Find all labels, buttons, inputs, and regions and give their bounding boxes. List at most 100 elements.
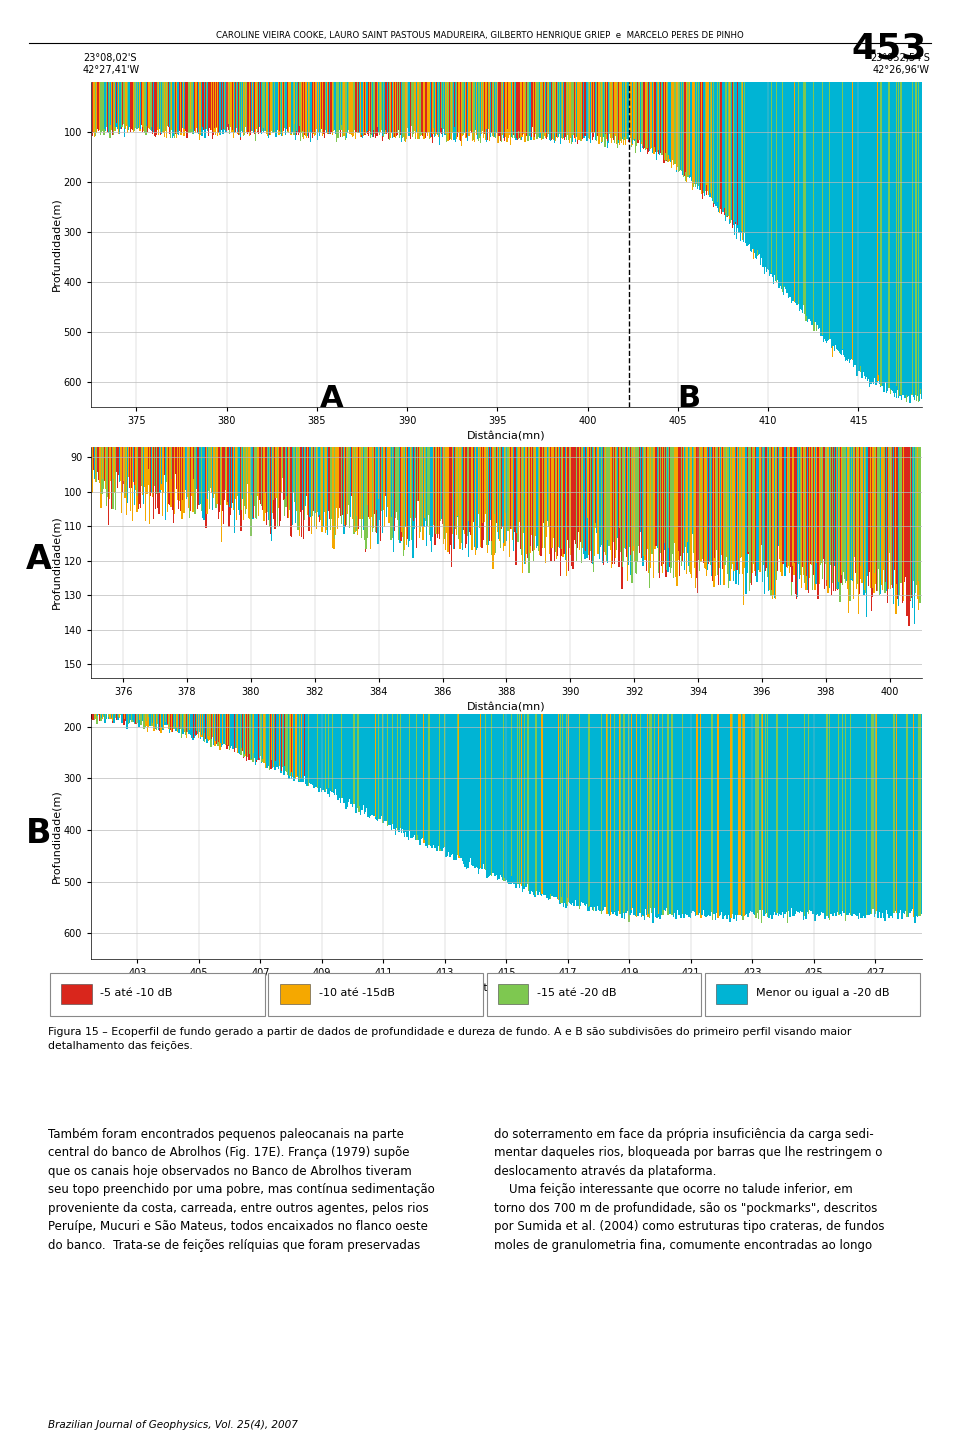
Bar <box>133 82 134 131</box>
Bar <box>250 82 252 136</box>
Bar <box>895 623 896 911</box>
Bar <box>534 82 535 140</box>
Bar <box>816 147 818 562</box>
Bar <box>834 147 836 591</box>
Bar <box>605 82 606 147</box>
Bar <box>162 623 163 730</box>
Text: CAROLINE VIEIRA COOKE, LAURO SAINT PASTOUS MADUREIRA, GILBERTO HENRIQUE GRIEP  e: CAROLINE VIEIRA COOKE, LAURO SAINT PASTO… <box>216 30 744 40</box>
Bar <box>733 147 734 571</box>
Bar <box>885 82 886 381</box>
Bar <box>816 82 818 326</box>
Bar <box>793 623 795 916</box>
Bar <box>710 82 712 199</box>
Bar <box>813 82 815 330</box>
Bar <box>243 82 245 134</box>
Bar <box>90 623 92 715</box>
Bar <box>914 147 915 624</box>
Bar <box>194 623 195 738</box>
Bar <box>437 623 439 846</box>
Bar <box>903 623 905 914</box>
Bar <box>485 623 487 871</box>
Bar <box>634 623 635 913</box>
Text: 23°08,02'S
42°27,41'W: 23°08,02'S 42°27,41'W <box>83 53 140 75</box>
Bar <box>108 82 109 127</box>
Bar <box>243 82 244 137</box>
Bar <box>356 147 357 516</box>
Bar <box>180 623 182 738</box>
Bar <box>861 82 862 378</box>
Bar <box>248 623 249 751</box>
Bar <box>709 623 710 916</box>
Bar <box>272 623 274 769</box>
Bar <box>95 82 96 127</box>
Bar <box>116 623 118 720</box>
Bar <box>268 82 269 138</box>
Bar <box>682 147 684 561</box>
Bar <box>321 82 323 130</box>
Bar <box>698 82 700 186</box>
Bar <box>326 623 328 787</box>
Bar <box>285 623 286 771</box>
Bar <box>128 82 130 130</box>
Bar <box>370 623 372 816</box>
Bar <box>456 147 457 535</box>
Bar <box>274 147 275 499</box>
Bar <box>298 82 299 133</box>
Bar <box>308 82 309 131</box>
Bar <box>697 147 698 594</box>
Bar <box>900 82 901 395</box>
Bar <box>705 82 706 192</box>
Bar <box>319 623 320 793</box>
Bar <box>551 147 553 548</box>
Bar <box>539 147 540 525</box>
Bar <box>677 623 678 910</box>
Bar <box>180 623 181 730</box>
Bar <box>344 147 345 534</box>
Bar <box>693 82 694 187</box>
Bar <box>338 147 339 518</box>
Bar <box>645 623 646 908</box>
Bar <box>477 82 478 138</box>
Bar <box>324 82 325 138</box>
Bar <box>630 623 632 913</box>
Bar <box>550 82 551 141</box>
Bar <box>570 82 571 138</box>
Bar <box>196 82 197 128</box>
Bar <box>189 147 190 518</box>
Bar <box>586 147 587 551</box>
Bar <box>247 82 249 134</box>
Bar <box>436 147 438 534</box>
Bar <box>229 623 231 748</box>
Bar <box>245 82 246 127</box>
Bar <box>249 82 250 136</box>
Bar <box>877 147 878 591</box>
Bar <box>646 147 647 571</box>
Bar <box>653 82 654 151</box>
Bar <box>239 147 241 515</box>
Bar <box>335 147 336 535</box>
Bar <box>103 147 104 479</box>
Bar <box>843 623 845 913</box>
Bar <box>453 147 454 549</box>
Bar <box>602 147 603 562</box>
Bar <box>615 82 616 137</box>
Bar <box>290 82 292 136</box>
Bar <box>744 82 745 234</box>
Bar <box>196 82 198 127</box>
Bar <box>855 147 856 572</box>
Bar <box>576 623 578 906</box>
Bar <box>445 82 446 134</box>
Bar <box>387 147 388 508</box>
Bar <box>856 147 858 584</box>
Bar <box>218 147 220 519</box>
Bar <box>521 623 522 885</box>
Bar <box>577 623 579 906</box>
Bar <box>182 623 184 734</box>
Bar <box>674 623 676 913</box>
Bar <box>420 623 422 839</box>
Bar <box>696 623 698 916</box>
X-axis label: Distância(mn): Distância(mn) <box>468 431 545 441</box>
Bar <box>250 147 251 525</box>
Bar <box>100 623 101 721</box>
Bar <box>380 147 381 541</box>
